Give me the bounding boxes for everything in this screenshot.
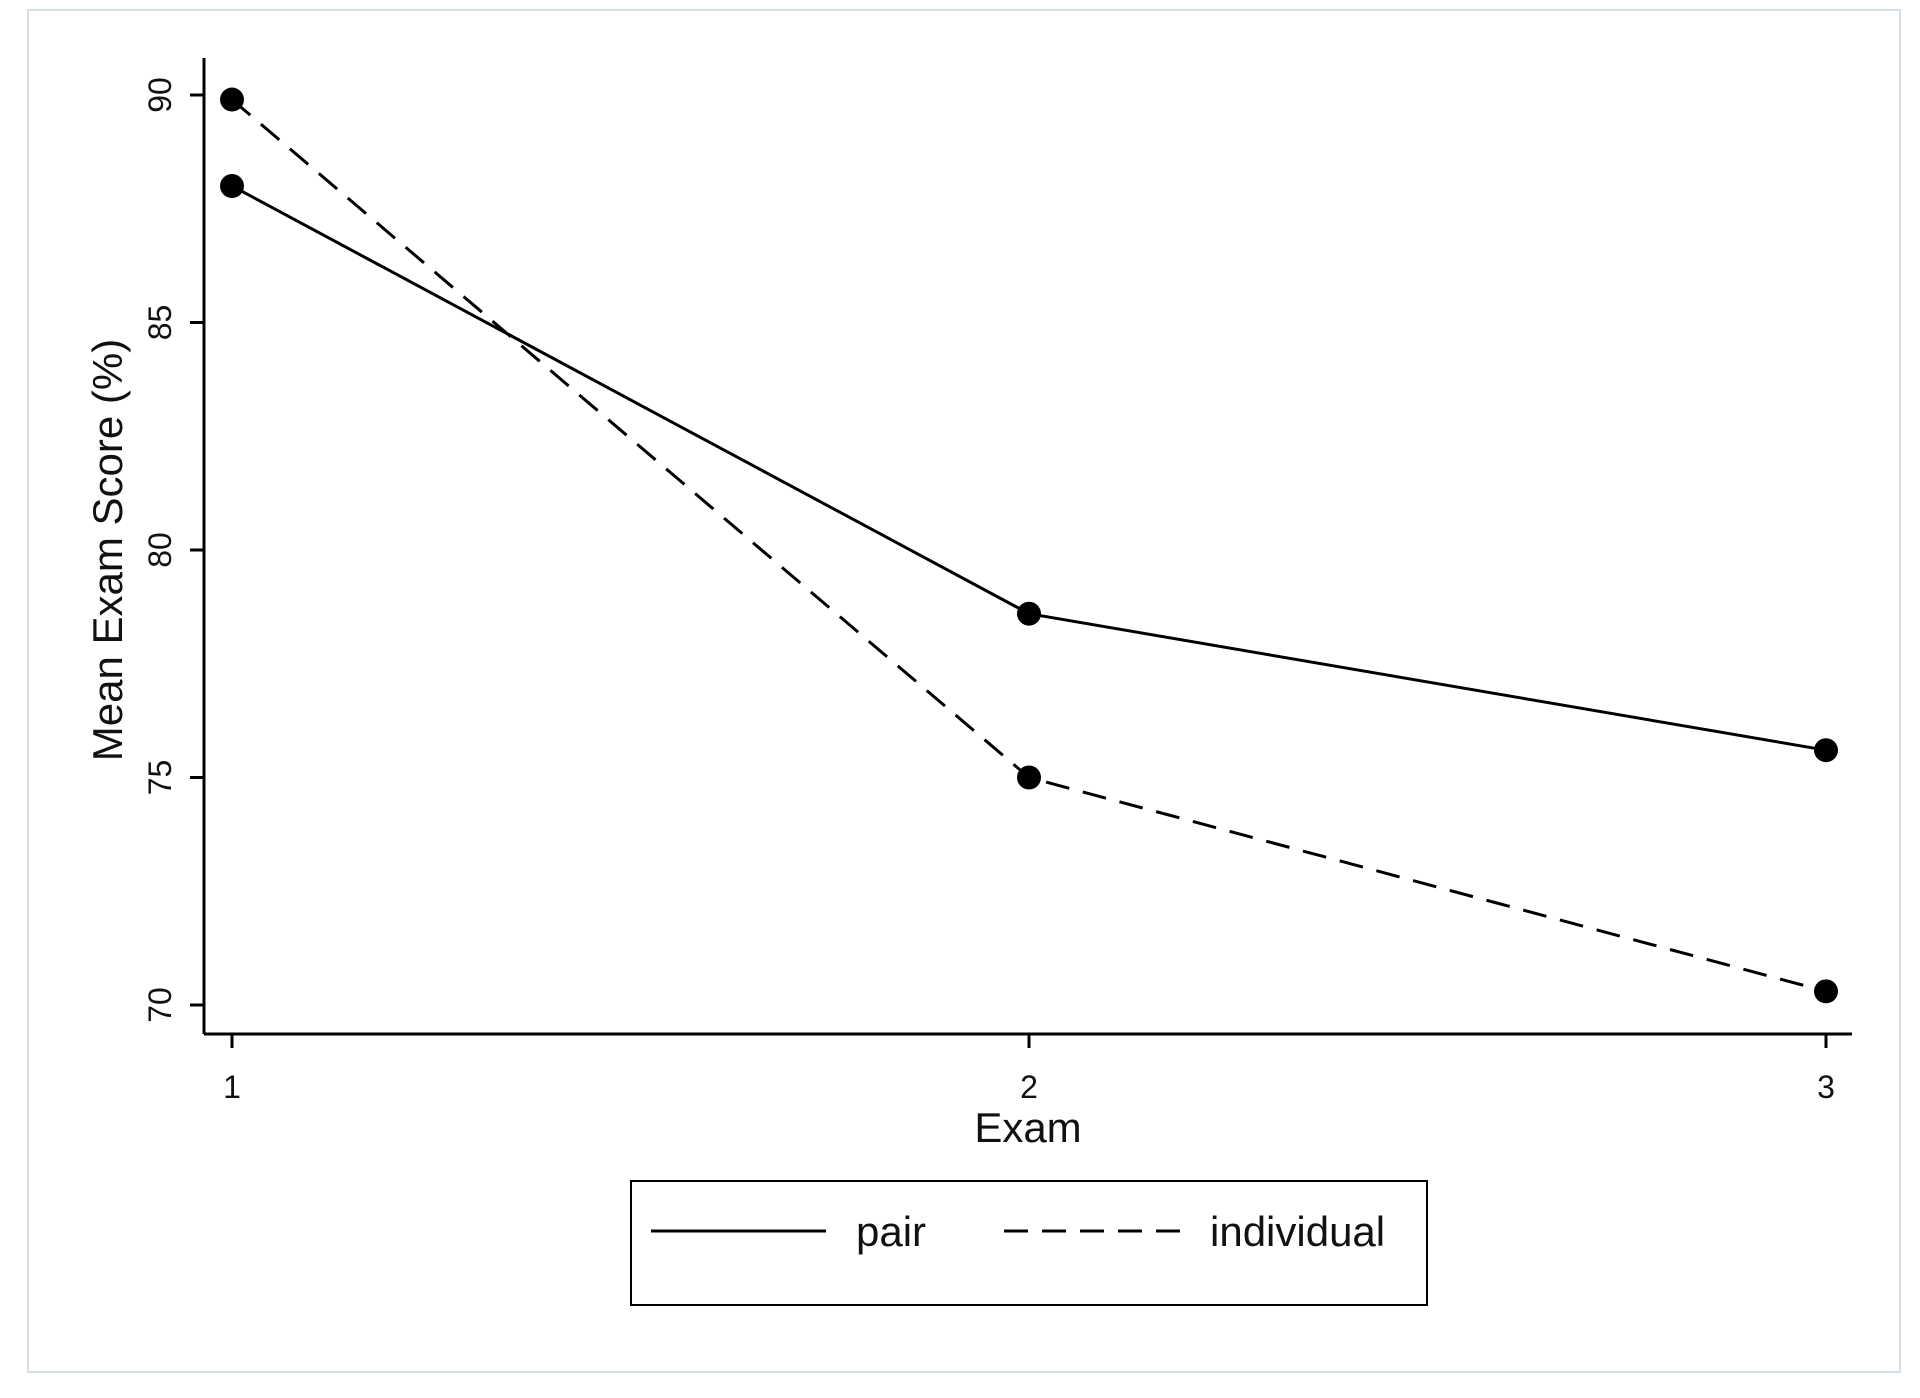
y-tick-label: 90 (142, 77, 178, 113)
y-tick-label: 75 (142, 760, 178, 796)
figure-frame (27, 9, 1901, 1373)
x-tick-label: 3 (1817, 1069, 1835, 1105)
data-point-pair (1814, 738, 1838, 763)
data-point-individual (1814, 979, 1838, 1004)
x-axis-title: Exam (974, 1104, 1081, 1151)
legend-label-individual: individual (1210, 1208, 1385, 1255)
y-tick-label: 85 (142, 305, 178, 341)
data-point-individual (1017, 765, 1041, 790)
legend-box (630, 1180, 1428, 1306)
series-layer (220, 87, 1838, 1004)
x-ticks: 1 2 3 (223, 1034, 1835, 1105)
x-tick-label: 2 (1020, 1069, 1038, 1105)
y-tick-label: 70 (142, 987, 178, 1023)
y-axis-title: Mean Exam Score (%) (84, 339, 131, 761)
x-tick-label: 1 (223, 1069, 241, 1105)
data-point-individual (220, 87, 244, 112)
legend: pair individual (630, 1180, 1428, 1306)
y-tick-label: 80 (142, 532, 178, 568)
legend-label-pair: pair (856, 1208, 926, 1255)
data-point-pair (220, 174, 244, 198)
y-ticks: 70 75 80 85 90 (142, 77, 204, 1023)
data-point-pair (1017, 601, 1041, 626)
